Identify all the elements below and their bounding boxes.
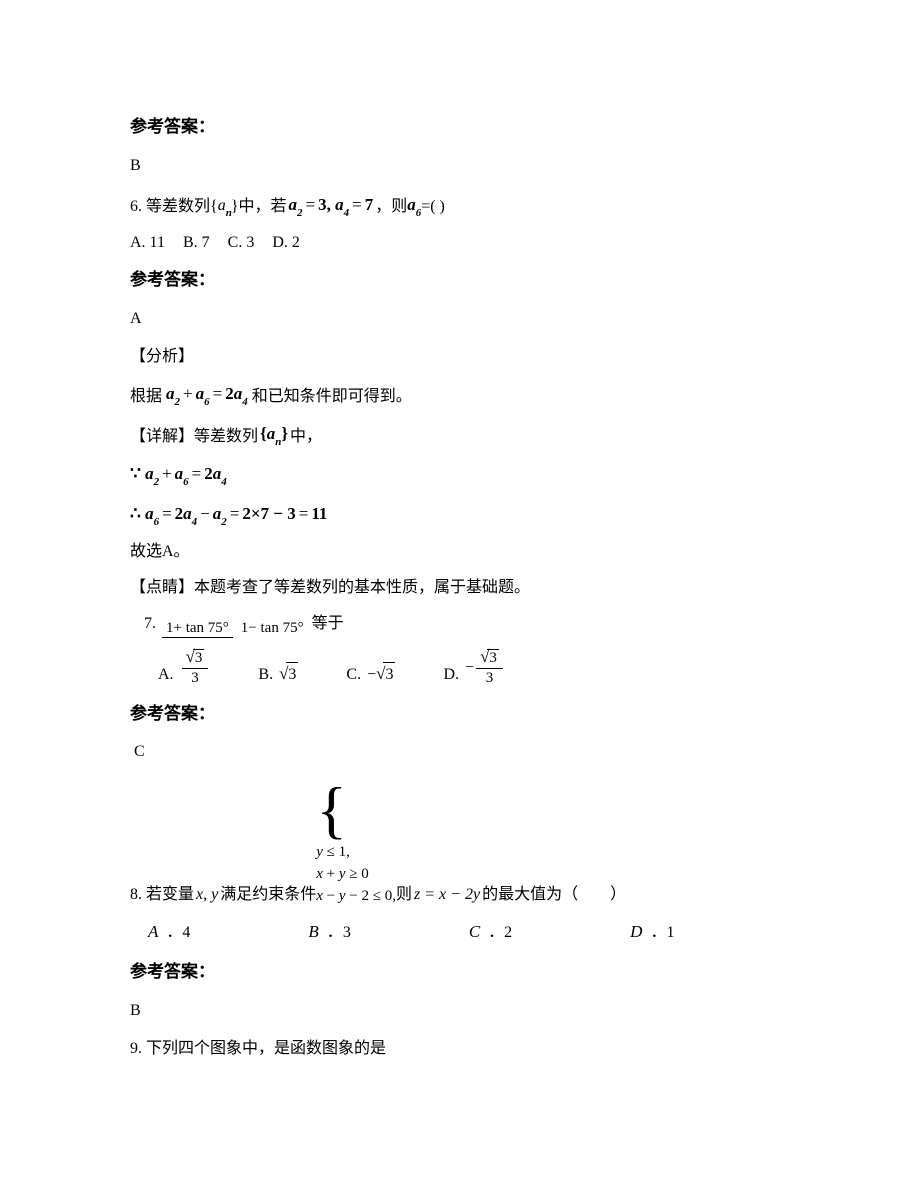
opt-b: B. 3 bbox=[258, 661, 298, 687]
den: 3 bbox=[187, 669, 203, 687]
answer-label: 参考答案： bbox=[130, 267, 800, 293]
opt-c: C. 3 bbox=[228, 234, 255, 251]
text: ，则 bbox=[375, 195, 407, 219]
frac: 1+ tan 75° 1− tan 75° bbox=[162, 619, 308, 637]
letter: C. bbox=[346, 663, 361, 687]
q6-comment: 【点睛】本题考查了等差数列的基本性质，属于基础题。 bbox=[130, 576, 800, 600]
q6-conclusion: 故选A。 bbox=[130, 540, 800, 564]
frac: 3 3 bbox=[476, 648, 503, 686]
q8-answer: B bbox=[130, 999, 800, 1023]
text: 满足约束条件 bbox=[220, 883, 316, 907]
q6-options: A. 11 B. 7 C. 3 D. 2 bbox=[130, 231, 800, 255]
opt-c: C．2 bbox=[469, 919, 630, 945]
formula: a2+a6=2a4 bbox=[166, 381, 248, 409]
q8-options: A．4 B．3 C．2 D．1 bbox=[130, 919, 800, 945]
letter: B. bbox=[258, 663, 273, 687]
text: 中， bbox=[290, 425, 322, 449]
frac: 3 3 bbox=[182, 648, 209, 686]
vars: x, y bbox=[196, 883, 218, 907]
num: 1+ tan 75° bbox=[162, 620, 233, 638]
formula: a6 bbox=[407, 192, 421, 220]
brace: { y ≤ 1, x + y ≥ 0 x − y − 2 ≤ 0, bbox=[316, 778, 396, 907]
text: 和已知条件即可得到。 bbox=[252, 385, 412, 409]
text: =( ) bbox=[421, 195, 445, 219]
answer-label: 参考答案： bbox=[130, 114, 800, 140]
text: 【详解】等差数列 bbox=[130, 425, 258, 449]
q8-stem: 8. 若变量 x, y 满足约束条件 { y ≤ 1, x + y ≥ 0 x … bbox=[130, 778, 800, 907]
answer-label: 参考答案： bbox=[130, 701, 800, 727]
formula: a2=3, a4=7 bbox=[289, 192, 374, 220]
num: 7. bbox=[144, 612, 156, 636]
opt-b: B．3 bbox=[308, 919, 468, 945]
opt-b: B. 7 bbox=[183, 234, 210, 251]
letter: D. bbox=[443, 663, 459, 687]
q6-answer: A bbox=[130, 307, 800, 331]
q7-options: A. 3 3 B. 3 C. −3 D. − 3 3 bbox=[130, 648, 800, 686]
text: 的最大值为（ ） bbox=[482, 883, 626, 907]
opt-a: A. 11 bbox=[130, 234, 165, 251]
q6-analysis-label: 【分析】 bbox=[130, 345, 800, 369]
opt-d: D. − 3 3 bbox=[443, 648, 504, 686]
text: }中，若 bbox=[231, 195, 287, 219]
q6-detail: 【详解】等差数列 {an} 中， bbox=[130, 421, 800, 449]
text: 则 bbox=[396, 883, 412, 907]
text: 等于 bbox=[312, 612, 344, 636]
text: 根据 bbox=[130, 385, 162, 409]
q6-step2: ∴ a6=2a4−a2=2×7 − 3=11 bbox=[130, 501, 800, 529]
q7-answer: C bbox=[130, 740, 800, 764]
obj: z = x − 2y bbox=[414, 883, 480, 907]
den: 3 bbox=[482, 669, 498, 687]
text: 8. 若变量 bbox=[130, 883, 194, 907]
q6-analysis: 根据 a2+a6=2a4 和已知条件即可得到。 bbox=[130, 381, 800, 409]
q7-stem: 7. 1+ tan 75° 1− tan 75° 等于 bbox=[130, 612, 800, 636]
q6-step1: ∵ a2+a6=2a4 bbox=[130, 461, 800, 489]
opt-a: A．4 bbox=[148, 919, 308, 945]
var: an bbox=[218, 194, 232, 220]
opt-d: D. 2 bbox=[272, 234, 300, 251]
q6-stem: 6. 等差数列{ an }中，若 a2=3, a4=7 ，则 a6 =( ) bbox=[130, 192, 800, 220]
formula: {an} bbox=[260, 421, 288, 449]
q5-answer: B bbox=[130, 154, 800, 178]
letter: A. bbox=[158, 663, 174, 687]
q9-stem: 9. 下列四个图象中，是函数图象的是 bbox=[130, 1037, 800, 1061]
answer-label: 参考答案： bbox=[130, 959, 800, 985]
opt-d: D．1 bbox=[630, 919, 674, 945]
opt-a: A. 3 3 bbox=[158, 648, 210, 686]
den: 1− tan 75° bbox=[237, 619, 308, 636]
text: 6. 等差数列{ bbox=[130, 195, 218, 219]
opt-c: C. −3 bbox=[346, 661, 395, 687]
